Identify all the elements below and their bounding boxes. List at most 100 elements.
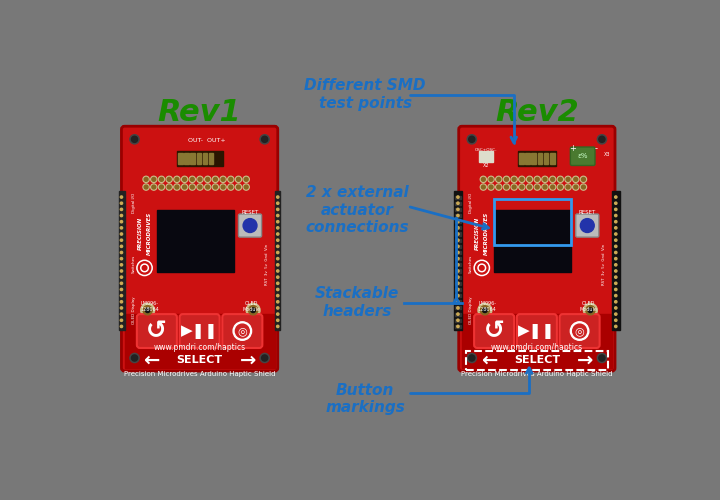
- Circle shape: [144, 178, 148, 182]
- Text: Precision Microdrives Arduino Haptic Shield: Precision Microdrives Arduino Haptic Shi…: [124, 371, 275, 377]
- Circle shape: [212, 176, 218, 182]
- Circle shape: [206, 185, 210, 189]
- Circle shape: [615, 326, 617, 328]
- Text: OUT-  OUT+: OUT- OUT+: [189, 138, 226, 143]
- Bar: [455, 202, 461, 205]
- FancyBboxPatch shape: [222, 314, 262, 348]
- Circle shape: [599, 355, 605, 361]
- Circle shape: [565, 184, 571, 190]
- Circle shape: [261, 355, 268, 361]
- Text: Digital I/O: Digital I/O: [469, 192, 473, 212]
- Circle shape: [276, 264, 279, 266]
- Circle shape: [183, 178, 186, 182]
- Circle shape: [276, 313, 279, 316]
- Circle shape: [520, 178, 523, 182]
- Text: Switches: Switches: [132, 255, 136, 273]
- Text: ↺: ↺: [484, 319, 505, 343]
- Circle shape: [137, 260, 152, 276]
- Text: Rev1: Rev1: [158, 98, 241, 127]
- Circle shape: [198, 185, 202, 189]
- Circle shape: [243, 176, 249, 182]
- FancyBboxPatch shape: [474, 314, 514, 348]
- Circle shape: [120, 214, 122, 216]
- FancyBboxPatch shape: [570, 147, 595, 166]
- Bar: [494, 210, 571, 272]
- Circle shape: [276, 300, 279, 303]
- FancyBboxPatch shape: [238, 214, 261, 237]
- Circle shape: [150, 176, 157, 182]
- Circle shape: [526, 176, 533, 182]
- Circle shape: [120, 264, 122, 266]
- Circle shape: [221, 185, 225, 189]
- Circle shape: [615, 252, 617, 254]
- Circle shape: [235, 176, 242, 182]
- Circle shape: [456, 313, 459, 316]
- Text: OLED
Module: OLED Module: [580, 301, 598, 312]
- Circle shape: [559, 178, 562, 182]
- Circle shape: [276, 307, 279, 309]
- Circle shape: [120, 326, 122, 328]
- Circle shape: [566, 185, 570, 189]
- Bar: [125, 314, 274, 368]
- Circle shape: [166, 184, 172, 190]
- Circle shape: [130, 354, 139, 362]
- Circle shape: [557, 184, 564, 190]
- Circle shape: [167, 178, 171, 182]
- Circle shape: [276, 202, 279, 204]
- Circle shape: [615, 276, 617, 278]
- Circle shape: [120, 313, 122, 316]
- Circle shape: [456, 196, 459, 198]
- Circle shape: [598, 354, 606, 362]
- Bar: [455, 232, 461, 235]
- Circle shape: [212, 184, 218, 190]
- Circle shape: [174, 184, 180, 190]
- Circle shape: [559, 185, 562, 189]
- Bar: [184, 153, 189, 164]
- Text: PRECISION
MICRODRIVES: PRECISION MICRODRIVES: [474, 212, 489, 255]
- Circle shape: [615, 208, 617, 210]
- Circle shape: [582, 185, 585, 189]
- Circle shape: [615, 307, 617, 309]
- Bar: [531, 153, 536, 164]
- Circle shape: [615, 282, 617, 284]
- Circle shape: [120, 270, 122, 272]
- Text: ←: ←: [143, 351, 160, 370]
- Circle shape: [190, 178, 194, 182]
- Circle shape: [495, 176, 502, 182]
- Circle shape: [276, 282, 279, 284]
- Circle shape: [138, 262, 150, 274]
- Circle shape: [456, 294, 459, 297]
- Circle shape: [189, 184, 195, 190]
- Circle shape: [476, 262, 488, 274]
- Circle shape: [536, 185, 539, 189]
- Circle shape: [497, 178, 500, 182]
- Circle shape: [505, 185, 508, 189]
- Bar: [544, 153, 549, 164]
- Circle shape: [120, 233, 122, 235]
- Circle shape: [549, 176, 556, 182]
- Circle shape: [467, 134, 477, 144]
- Bar: [519, 153, 523, 164]
- Circle shape: [260, 354, 269, 362]
- Circle shape: [615, 288, 617, 290]
- Circle shape: [456, 264, 459, 266]
- Circle shape: [228, 184, 234, 190]
- Bar: [550, 153, 554, 164]
- Text: PRECISION
MICRODRIVES: PRECISION MICRODRIVES: [138, 212, 151, 255]
- Bar: [455, 257, 461, 260]
- Circle shape: [574, 178, 577, 182]
- Circle shape: [474, 260, 490, 276]
- Circle shape: [197, 184, 203, 190]
- Bar: [455, 312, 461, 316]
- Circle shape: [615, 245, 617, 248]
- Bar: [455, 214, 461, 217]
- Text: Rev2: Rev2: [495, 98, 579, 127]
- Circle shape: [144, 185, 148, 189]
- Circle shape: [572, 184, 579, 190]
- Circle shape: [120, 208, 122, 210]
- Circle shape: [557, 176, 564, 182]
- Bar: [455, 245, 461, 248]
- Circle shape: [580, 184, 587, 190]
- Text: →: →: [577, 351, 593, 370]
- Text: Different SMD
test points: Different SMD test points: [305, 78, 426, 111]
